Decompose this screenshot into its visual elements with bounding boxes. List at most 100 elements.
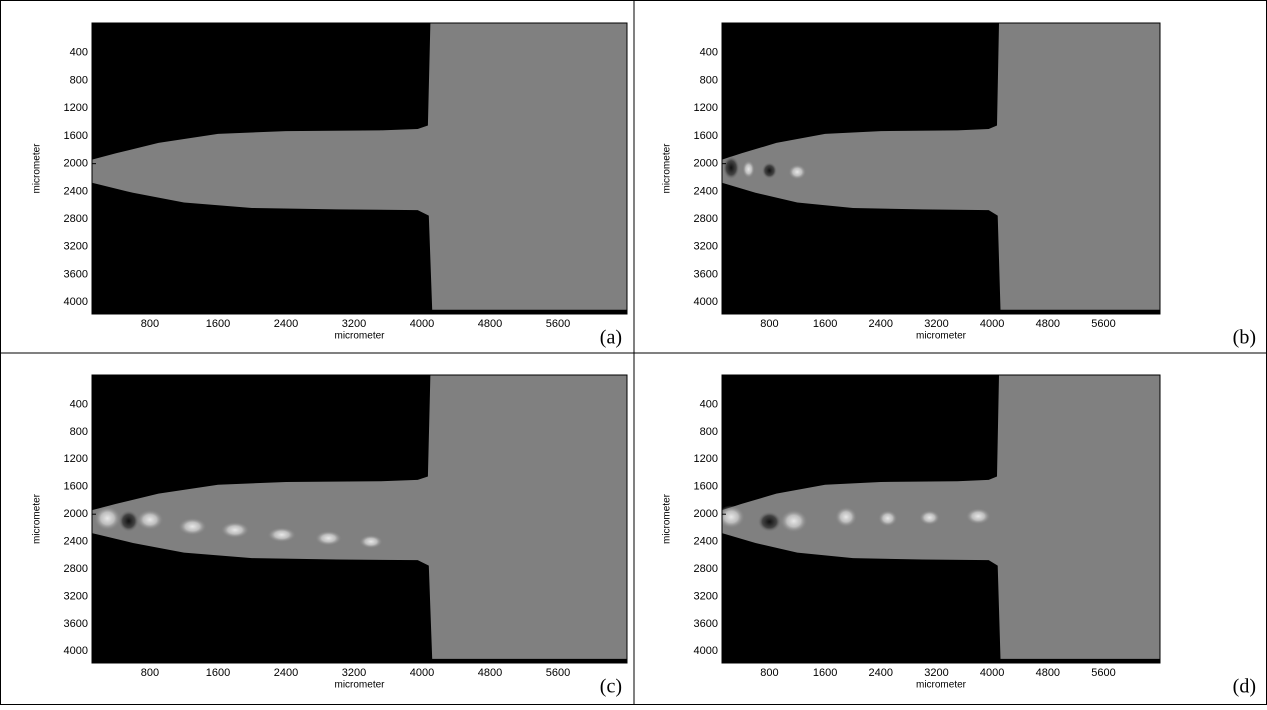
flow-region	[92, 23, 627, 310]
vortex	[267, 527, 297, 543]
vortex	[788, 164, 807, 180]
vortex	[757, 511, 782, 533]
y-tick-label: 1600	[64, 481, 88, 493]
vortex	[834, 506, 858, 528]
vortex	[220, 521, 250, 539]
panel-label: (c)	[600, 676, 622, 698]
y-tick-label: 800	[700, 426, 718, 438]
image-area	[92, 375, 627, 663]
axes-box	[91, 22, 628, 315]
vortex	[761, 162, 778, 179]
y-tick-label: 2400	[64, 536, 88, 548]
y-tick-label: 800	[70, 74, 88, 86]
x-tick-label: 1600	[206, 667, 230, 679]
y-tick-label: 3600	[694, 618, 718, 630]
y-tick-label: 2800	[64, 563, 88, 575]
axes-box	[91, 374, 628, 664]
panel: 800 1600 2400 3200 4000 4800 5600 400 800 1200 160…	[662, 22, 1256, 349]
vortex	[136, 509, 164, 530]
x-axis-label: micrometer	[334, 331, 385, 342]
y-tick-label: 2400	[694, 536, 718, 548]
x-tick-label: 3200	[924, 667, 948, 679]
y-tick-label: 3600	[64, 618, 88, 630]
y-tick-label: 3200	[64, 590, 88, 602]
vortex	[722, 505, 746, 529]
y-tick-label: 1600	[694, 481, 718, 493]
y-tick-label: 3600	[64, 268, 88, 280]
panel-label: (d)	[1233, 676, 1256, 698]
x-tick-label: 1600	[813, 667, 837, 679]
x-tick-label: 800	[141, 318, 159, 330]
flow-region	[92, 375, 627, 659]
y-tick-label: 3200	[694, 590, 718, 602]
x-tick-label: 4800	[1036, 318, 1060, 330]
vortex	[779, 509, 808, 533]
x-axis-label: micrometer	[916, 680, 967, 691]
y-tick-label: 2000	[64, 508, 88, 520]
y-tick-label: 1600	[694, 130, 718, 142]
x-axis-label: micrometer	[916, 331, 967, 342]
vortex	[742, 160, 755, 179]
x-tick-label: 2400	[869, 667, 893, 679]
y-tick-label: 3600	[694, 268, 718, 280]
y-tick-label: 4000	[694, 296, 718, 308]
y-tick-label: 4000	[64, 645, 88, 657]
x-tick-label: 5600	[1091, 318, 1115, 330]
x-tick-label: 4000	[410, 318, 434, 330]
image-area	[92, 23, 627, 314]
x-tick-label: 3200	[342, 318, 366, 330]
y-axis-label: micrometer	[32, 143, 43, 194]
y-tick-label: 800	[700, 74, 718, 86]
x-tick-label: 4800	[1036, 667, 1060, 679]
vortex	[359, 534, 383, 549]
vortex	[178, 517, 207, 536]
panel: 800 1600 2400 3200 4000 4800 5600 400 800 1200 160…	[32, 374, 628, 698]
vortex	[93, 505, 122, 531]
x-tick-label: 4000	[410, 667, 434, 679]
image-area	[722, 375, 1160, 663]
y-tick-label: 1200	[64, 102, 88, 114]
y-tick-label: 2400	[694, 185, 718, 197]
vortex	[722, 156, 740, 180]
vortex	[314, 530, 343, 546]
x-tick-label: 1600	[206, 318, 230, 330]
y-axis-label: micrometer	[32, 493, 43, 544]
panel: 800 1600 2400 3200 4000 4800 5600 400 800 1200 160…	[662, 374, 1256, 698]
flow-region	[722, 23, 1160, 310]
y-tick-label: 800	[70, 426, 88, 438]
x-tick-label: 3200	[342, 667, 366, 679]
x-tick-label: 5600	[1091, 667, 1115, 679]
y-tick-label: 1600	[64, 130, 88, 142]
x-tick-label: 2400	[274, 318, 298, 330]
y-tick-label: 2800	[694, 563, 718, 575]
axes-box	[721, 22, 1161, 315]
y-tick-label: 2400	[64, 185, 88, 197]
y-tick-label: 2000	[694, 158, 718, 170]
x-tick-label: 4800	[478, 667, 502, 679]
image-area	[722, 23, 1160, 314]
flow-region	[722, 375, 1160, 659]
x-tick-label: 5600	[546, 667, 570, 679]
y-tick-label: 4000	[64, 296, 88, 308]
y-tick-label: 400	[700, 47, 718, 59]
y-tick-label: 4000	[694, 645, 718, 657]
y-tick-label: 3200	[64, 241, 88, 253]
y-tick-label: 2800	[694, 213, 718, 225]
y-tick-label: 400	[70, 47, 88, 59]
panel: 800 1600 2400 3200 4000 4800 5600 400 800 1200 160…	[32, 22, 628, 349]
vortex	[118, 510, 139, 533]
y-tick-label: 2000	[64, 158, 88, 170]
x-tick-label: 800	[141, 667, 159, 679]
y-axis-label: micrometer	[662, 143, 673, 194]
x-tick-label: 2400	[274, 667, 298, 679]
y-tick-label: 1200	[694, 102, 718, 114]
x-tick-label: 4000	[980, 667, 1004, 679]
vortex	[965, 508, 991, 525]
panel-label: (a)	[600, 327, 622, 349]
axes-box	[721, 374, 1161, 664]
y-axis-label: micrometer	[662, 493, 673, 544]
vortex	[919, 510, 940, 526]
y-tick-label: 1200	[694, 453, 718, 465]
